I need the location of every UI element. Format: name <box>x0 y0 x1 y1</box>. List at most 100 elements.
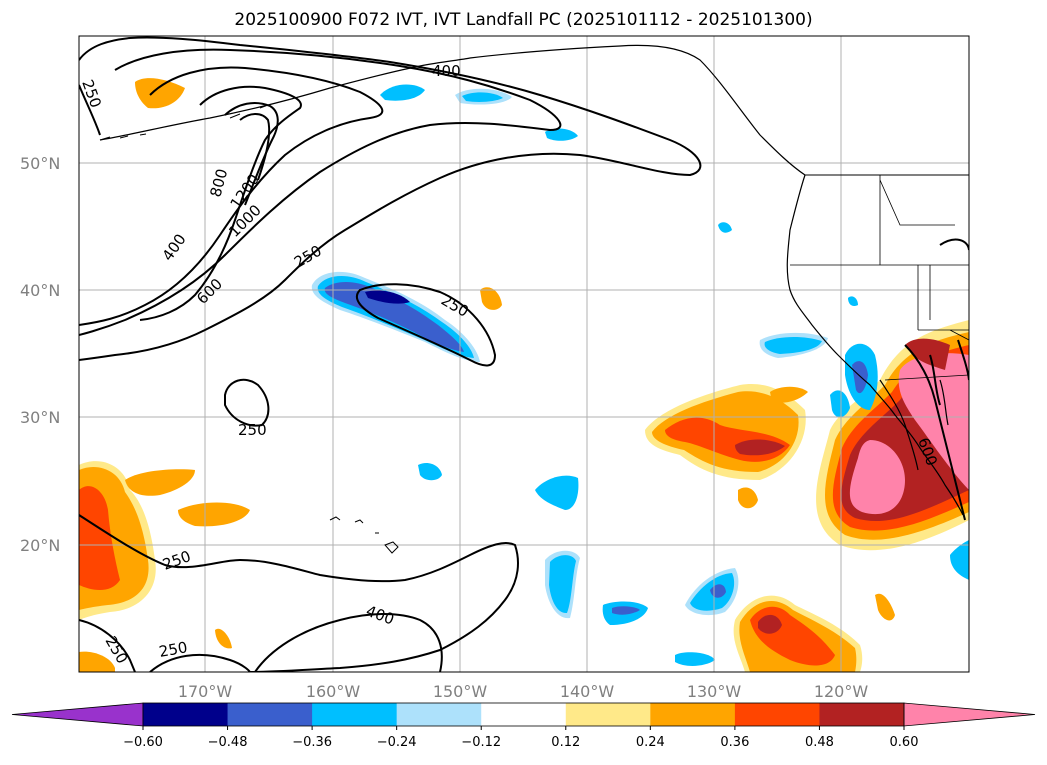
lon-label-160w: 160°W <box>306 682 361 701</box>
pc-fill-cp-2 <box>535 475 579 510</box>
pc-fill-socal-cyan2 <box>764 336 822 354</box>
pc-fill-w-band2 <box>178 502 250 527</box>
gridlines <box>79 36 969 672</box>
contour-250-southwest <box>79 514 519 672</box>
coastline-westcoast <box>786 174 964 516</box>
contour-label-250-mid: 250 <box>291 242 325 272</box>
pc-fill-baja-pink <box>849 440 905 515</box>
pc-fill-goa-1 <box>380 84 425 101</box>
lat-label-40: 40°N <box>20 281 60 300</box>
colorbar-segment <box>734 703 820 726</box>
colorbar-tick-label: 0.24 <box>636 735 665 750</box>
pc-fill-s-darkred <box>758 614 782 634</box>
colorbar-segment <box>143 703 229 726</box>
contour-250-sub <box>224 378 270 427</box>
contour-label-800: 800 <box>206 167 231 199</box>
coastlines <box>99 44 969 554</box>
colorbar-segment <box>481 703 567 726</box>
map-title: 2025100900 F072 IVT, IVT Landfall PC (20… <box>234 10 813 30</box>
contour-800 <box>139 85 302 321</box>
pc-fill-mex-cyan <box>950 540 969 580</box>
colorbar-segment <box>565 703 651 726</box>
colorbar-extend-max <box>903 702 1036 727</box>
contour-400 <box>79 48 562 336</box>
contour-label-400-n: 400 <box>432 62 461 80</box>
colorbar-segment <box>312 703 398 726</box>
colorbar-extend-min <box>11 702 144 727</box>
lat-label-50: 50°N <box>20 154 60 173</box>
contour-400-south <box>254 613 443 672</box>
contour-label-250-nw: 250 <box>78 77 105 110</box>
colorbar-tick-label: −0.36 <box>292 735 332 750</box>
pc-fill-w-red <box>79 486 120 590</box>
contour-1000 <box>224 102 279 206</box>
pc-fill-goa-2b <box>462 92 503 102</box>
pc-fill-socal-blue <box>852 361 868 394</box>
colorbar-tick-label: 0.48 <box>805 735 834 750</box>
lon-label-130w: 130°W <box>687 682 742 701</box>
colorbar-tick-label: −0.48 <box>208 735 248 750</box>
lon-label-150w: 150°W <box>433 682 488 701</box>
pc-fill-cp-4b <box>612 606 640 615</box>
colorbar-tick-label: 0.60 <box>890 735 919 750</box>
contour-label-1200: 1200 <box>227 171 264 213</box>
pc-fill-w-bottom <box>79 651 115 672</box>
pc-fill-cp-1 <box>418 463 442 481</box>
colorbar-segment <box>227 703 313 726</box>
colorbar-tick-label: −0.60 <box>123 735 163 750</box>
longitude-labels: 170°W 160°W 150°W 140°W 130°W 120°W <box>178 682 869 701</box>
contour-label-250-sub: 250 <box>238 421 267 439</box>
ivt-contours <box>79 36 969 672</box>
coastline-baja <box>879 379 949 471</box>
coastline-alaska <box>99 44 806 176</box>
lon-label-140w: 140°W <box>560 682 615 701</box>
colorbar-tick-label: 0.36 <box>720 735 749 750</box>
contour-250-outer <box>79 36 702 361</box>
pc-fill-socal-cyan3 <box>830 390 850 418</box>
contour-label-250-sw3: 250 <box>158 638 189 661</box>
colorbar-tick-label: −0.24 <box>377 735 417 750</box>
pc-fill-wa-spot <box>718 222 732 233</box>
latitude-labels: 50°N 40°N 30°N 20°N <box>20 154 60 555</box>
contour-250-bottom <box>79 619 136 672</box>
pc-fill-130w-small <box>738 487 758 509</box>
contour-250-ar <box>355 283 497 367</box>
contour-label-400-s: 400 <box>364 602 397 629</box>
contour-600-coast <box>904 238 969 521</box>
pc-fill-ar-navy <box>365 290 410 304</box>
pc-fill-cp-3b <box>549 555 576 614</box>
contour-label-400-w: 400 <box>159 231 190 265</box>
pc-fill-coast-darkred <box>905 338 950 370</box>
islands-hawaii <box>329 516 399 554</box>
pc-fill-w-tiny <box>215 628 232 649</box>
islands-aleutian <box>99 104 269 141</box>
border-states <box>790 175 969 341</box>
pc-fill-ar-patch <box>480 287 502 310</box>
colorbar-segment <box>819 703 905 726</box>
pc-fill-s-small <box>875 593 895 621</box>
colorbar-frame <box>142 702 905 727</box>
contour-label-600: 600 <box>193 275 226 308</box>
contour-250-bottom2 <box>149 653 251 672</box>
pc-fill-nw-patch <box>135 78 185 109</box>
contour-label-250-sw1: 250 <box>160 547 193 574</box>
pc-shading <box>79 78 969 672</box>
pc-fill-baja-spot <box>848 296 858 307</box>
contour-labels: 250 400 800 1200 1000 400 600 250 250 25… <box>78 62 941 667</box>
colorbar-segment <box>396 703 482 726</box>
pc-fill-w-band <box>125 469 195 496</box>
pc-fill-coast-pink <box>898 353 969 490</box>
contour-250-inner-left <box>79 84 101 136</box>
contour-600 <box>79 66 384 326</box>
lat-label-20: 20°N <box>20 536 60 555</box>
lon-label-120w: 120°W <box>814 682 869 701</box>
map-frame <box>78 35 970 673</box>
lat-label-30: 30°N <box>20 408 60 427</box>
colorbar-tick-label: −0.12 <box>461 735 501 750</box>
contour-label-250-ar: 250 <box>438 291 472 321</box>
colorbar-tick-label: 0.12 <box>551 735 580 750</box>
pc-fill-cal-patch <box>770 386 808 403</box>
pc-fill-130w-darkred <box>735 439 785 456</box>
pc-fill-cp-6 <box>675 652 715 666</box>
